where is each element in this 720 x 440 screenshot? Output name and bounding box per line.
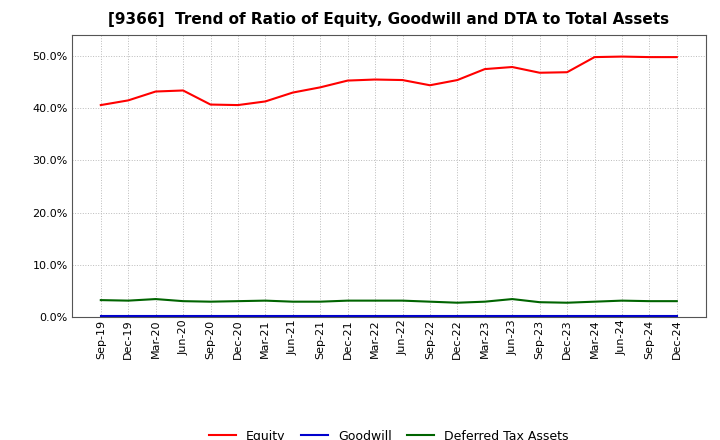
Equity bbox=[645, 55, 654, 60]
Equity bbox=[398, 77, 407, 83]
Equity bbox=[618, 54, 626, 59]
Goodwill bbox=[343, 314, 352, 319]
Equity bbox=[96, 103, 105, 108]
Equity bbox=[151, 89, 160, 94]
Goodwill bbox=[398, 314, 407, 319]
Deferred Tax Assets bbox=[618, 298, 626, 303]
Goodwill bbox=[645, 314, 654, 319]
Goodwill bbox=[426, 314, 434, 319]
Deferred Tax Assets bbox=[426, 299, 434, 304]
Equity bbox=[536, 70, 544, 75]
Equity bbox=[261, 99, 270, 104]
Goodwill bbox=[124, 314, 132, 319]
Deferred Tax Assets bbox=[151, 297, 160, 302]
Goodwill bbox=[672, 314, 681, 319]
Goodwill bbox=[206, 314, 215, 319]
Deferred Tax Assets bbox=[179, 298, 187, 304]
Goodwill bbox=[151, 314, 160, 319]
Deferred Tax Assets bbox=[590, 299, 599, 304]
Deferred Tax Assets bbox=[343, 298, 352, 303]
Goodwill bbox=[536, 314, 544, 319]
Equity bbox=[289, 90, 297, 95]
Goodwill bbox=[371, 314, 379, 319]
Goodwill bbox=[563, 314, 572, 319]
Equity bbox=[233, 103, 242, 108]
Equity bbox=[590, 55, 599, 60]
Goodwill bbox=[96, 314, 105, 319]
Deferred Tax Assets bbox=[480, 299, 489, 304]
Deferred Tax Assets bbox=[536, 300, 544, 305]
Equity bbox=[508, 64, 516, 70]
Goodwill bbox=[618, 314, 626, 319]
Goodwill bbox=[289, 314, 297, 319]
Equity bbox=[179, 88, 187, 93]
Deferred Tax Assets bbox=[508, 297, 516, 302]
Goodwill bbox=[453, 314, 462, 319]
Goodwill bbox=[508, 314, 516, 319]
Equity bbox=[480, 66, 489, 72]
Line: Equity: Equity bbox=[101, 57, 677, 105]
Deferred Tax Assets bbox=[233, 298, 242, 304]
Equity bbox=[453, 77, 462, 83]
Legend: Equity, Goodwill, Deferred Tax Assets: Equity, Goodwill, Deferred Tax Assets bbox=[209, 430, 569, 440]
Equity bbox=[343, 78, 352, 83]
Deferred Tax Assets bbox=[371, 298, 379, 303]
Goodwill bbox=[590, 314, 599, 319]
Deferred Tax Assets bbox=[289, 299, 297, 304]
Deferred Tax Assets bbox=[206, 299, 215, 304]
Goodwill bbox=[233, 314, 242, 319]
Deferred Tax Assets bbox=[261, 298, 270, 303]
Equity bbox=[672, 55, 681, 60]
Deferred Tax Assets bbox=[398, 298, 407, 303]
Equity bbox=[206, 102, 215, 107]
Goodwill bbox=[179, 314, 187, 319]
Equity bbox=[316, 85, 325, 90]
Equity bbox=[124, 98, 132, 103]
Equity bbox=[371, 77, 379, 82]
Deferred Tax Assets bbox=[124, 298, 132, 303]
Deferred Tax Assets bbox=[96, 297, 105, 303]
Deferred Tax Assets bbox=[316, 299, 325, 304]
Line: Deferred Tax Assets: Deferred Tax Assets bbox=[101, 299, 677, 303]
Deferred Tax Assets bbox=[672, 298, 681, 304]
Title: [9366]  Trend of Ratio of Equity, Goodwill and DTA to Total Assets: [9366] Trend of Ratio of Equity, Goodwil… bbox=[108, 12, 670, 27]
Deferred Tax Assets bbox=[645, 298, 654, 304]
Equity bbox=[426, 83, 434, 88]
Goodwill bbox=[480, 314, 489, 319]
Deferred Tax Assets bbox=[563, 300, 572, 305]
Goodwill bbox=[261, 314, 270, 319]
Goodwill bbox=[316, 314, 325, 319]
Equity bbox=[563, 70, 572, 75]
Deferred Tax Assets bbox=[453, 300, 462, 305]
